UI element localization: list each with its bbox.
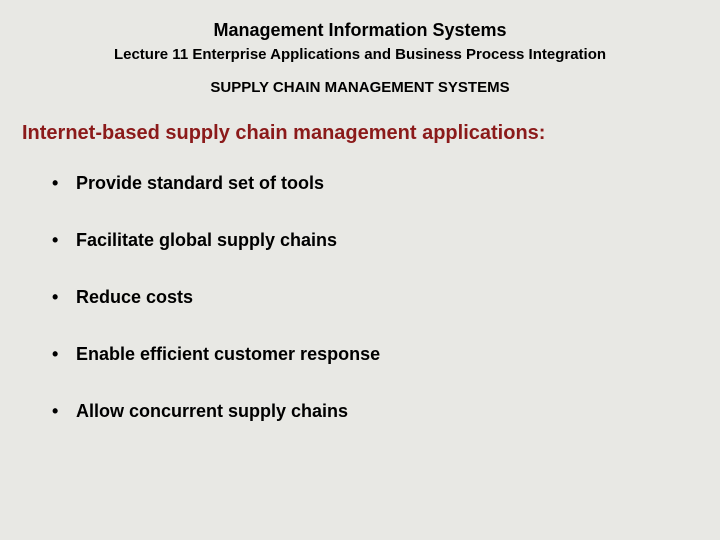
section-heading: SUPPLY CHAIN MANAGEMENT SYSTEMS (28, 79, 692, 96)
bullet-item: Enable efficient customer response (76, 344, 692, 365)
course-title: Management Information Systems (28, 20, 692, 41)
bullet-list: Provide standard set of tools Facilitate… (28, 173, 692, 422)
bullet-item: Allow concurrent supply chains (76, 401, 692, 422)
lecture-title: Lecture 11 Enterprise Applications and B… (28, 45, 692, 65)
bullet-item: Provide standard set of tools (76, 173, 692, 194)
bullet-item: Facilitate global supply chains (76, 230, 692, 251)
bullet-item: Reduce costs (76, 287, 692, 308)
topic-heading: Internet-based supply chain management a… (22, 122, 692, 145)
